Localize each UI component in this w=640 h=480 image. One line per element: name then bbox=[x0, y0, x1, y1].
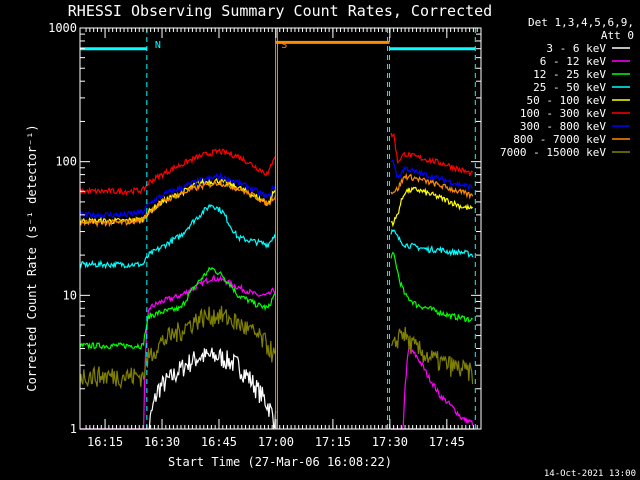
legend-header-line-1: Det 1,3,4,5,6,9, bbox=[528, 16, 634, 29]
axes-layer: 16:15 16:30 16:45 17:00 17:15 17:30 17:45 1 10 10… bbox=[48, 21, 481, 449]
series-line bbox=[390, 326, 474, 385]
series-line bbox=[391, 347, 474, 430]
series-line bbox=[79, 203, 277, 270]
y-axis-label: Corrected Count Rate (s⁻¹ detector⁻¹) bbox=[25, 124, 39, 391]
series-300-800kev bbox=[79, 159, 473, 220]
series-12-25kev bbox=[79, 251, 473, 350]
series-line bbox=[390, 251, 473, 323]
series-line bbox=[390, 228, 474, 258]
annotation-label: S bbox=[281, 40, 287, 51]
series-800-7000kev bbox=[79, 172, 474, 228]
footer-date: 14-Oct-2021 13:00 bbox=[544, 469, 636, 479]
legend-label: 7000 - 15000 keV bbox=[500, 146, 606, 159]
annotation-label: N bbox=[155, 40, 161, 51]
series-line bbox=[79, 148, 277, 197]
series-line bbox=[79, 305, 277, 390]
x-tick-label: 16:30 bbox=[144, 435, 180, 449]
legend-label: 25 - 50 keV bbox=[533, 81, 606, 94]
y-tick-label: 10 bbox=[63, 288, 77, 302]
legend-label: 100 - 300 keV bbox=[520, 107, 606, 120]
x-tick-label: 16:45 bbox=[201, 435, 237, 449]
series-line bbox=[390, 159, 473, 192]
series-100-300kev bbox=[79, 132, 474, 197]
x-axis-label: Start Time (27-Mar-06 16:08:22) bbox=[168, 455, 392, 469]
x-tick-label: 17:15 bbox=[315, 435, 351, 449]
legend-header-line-2: Att 0 bbox=[601, 29, 634, 42]
series-line bbox=[79, 171, 277, 220]
legend-label: 3 - 6 keV bbox=[546, 42, 606, 55]
legend-label: 12 - 25 keV bbox=[533, 68, 606, 81]
chart-title: RHESSI Observing Summary Count Rates, Co… bbox=[68, 2, 492, 20]
x-tick-label: 17:30 bbox=[372, 435, 408, 449]
y-tick-label: 1000 bbox=[48, 21, 77, 35]
plot-frame bbox=[79, 27, 482, 430]
series-line bbox=[390, 132, 474, 177]
series-line bbox=[79, 266, 276, 350]
x-tick-label: 17:00 bbox=[258, 435, 294, 449]
series-line bbox=[79, 179, 277, 228]
series-line bbox=[390, 172, 474, 200]
legend-label: 300 - 800 keV bbox=[520, 120, 606, 133]
series-line bbox=[390, 186, 474, 228]
legend-label: 800 - 7000 keV bbox=[513, 133, 606, 146]
y-tick-label: 100 bbox=[55, 155, 77, 169]
series-7000-15000kev bbox=[79, 305, 474, 390]
legend-label: 6 - 12 keV bbox=[540, 55, 607, 68]
y-tick-label: 1 bbox=[70, 422, 77, 436]
x-tick-label: 16:15 bbox=[87, 435, 123, 449]
legend-label: 50 - 100 keV bbox=[527, 94, 607, 107]
x-tick-label: 17:45 bbox=[429, 435, 465, 449]
series-25-50kev bbox=[79, 203, 474, 270]
